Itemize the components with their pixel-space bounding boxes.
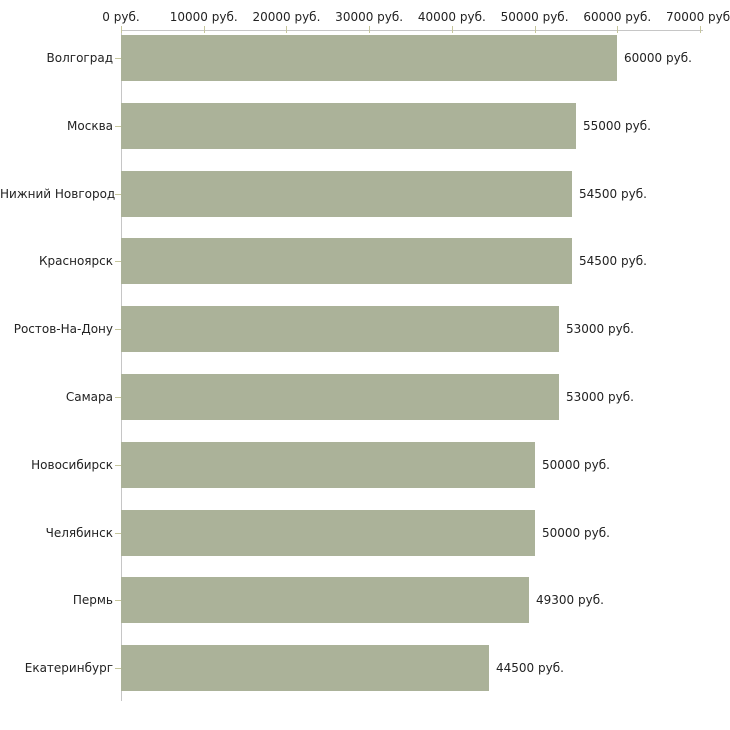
category-tick-mark [115, 465, 121, 466]
bar [121, 577, 529, 623]
bar [121, 103, 576, 149]
category-label: Пермь [72, 593, 113, 608]
bar [121, 510, 535, 556]
bar-value-label: 60000 руб. [624, 51, 692, 65]
bar [121, 306, 559, 352]
category-tick-mark [115, 329, 121, 330]
x-axis-tick-mark [535, 26, 536, 33]
bar [121, 238, 572, 284]
category-label: Красноярск [39, 254, 113, 269]
x-axis-tick-label: 60000 руб. [583, 10, 652, 24]
category-tick-mark [115, 126, 121, 127]
x-axis-tick-mark [121, 26, 122, 33]
category-label: Нижний Новгород [0, 186, 116, 201]
bar-value-label: 55000 руб. [583, 118, 651, 133]
category-tick-mark [115, 668, 121, 669]
x-axis-tick-label: 0 руб. [102, 10, 140, 24]
x-axis-tick-mark [617, 26, 618, 33]
y-axis-line [121, 30, 122, 701]
bar [121, 374, 559, 420]
bar-value-label: 44500 руб. [496, 661, 564, 676]
category-label: Москва [67, 118, 113, 133]
category-label: Самара [65, 390, 113, 404]
x-axis-tick-label: 10000 руб. [169, 10, 238, 24]
category-tick-mark [115, 600, 121, 601]
bar-value-label: 54500 руб. [579, 186, 647, 201]
x-axis-line [121, 30, 703, 31]
x-axis-tick-mark [204, 26, 205, 33]
x-axis-tick-label: 40000 руб. [417, 10, 486, 24]
x-axis-tick-label: 50000 руб. [500, 10, 569, 24]
x-axis-tick-mark [700, 26, 701, 33]
category-label: Ростов-На-Дону [13, 322, 113, 337]
bar-value-label: 50000 руб. [542, 457, 610, 472]
x-axis-tick-label: 20000 руб. [252, 10, 321, 24]
x-axis-tick-mark [369, 26, 370, 33]
category-label: Челябинск [45, 525, 113, 540]
bar-value-label: 53000 руб. [566, 322, 634, 337]
x-axis-tick-label: 30000 руб. [335, 10, 404, 24]
category-tick-mark [115, 194, 121, 195]
category-label: Новосибирск [31, 457, 113, 472]
bar-value-label: 53000 руб. [566, 390, 634, 404]
bar [121, 35, 617, 81]
category-tick-mark [115, 397, 121, 398]
category-label: Волгоград [46, 51, 113, 65]
x-axis-tick-label: 70000 руб. [666, 10, 730, 24]
bar-value-label: 49300 руб. [536, 593, 604, 608]
x-axis-tick-mark [452, 26, 453, 33]
category-tick-mark [115, 533, 121, 534]
bar [121, 442, 535, 488]
bar [121, 171, 572, 217]
bar-value-label: 54500 руб. [579, 254, 647, 269]
bar-value-label: 50000 руб. [542, 525, 610, 540]
category-tick-mark [115, 261, 121, 262]
bar [121, 645, 489, 691]
category-label: Екатеринбург [24, 661, 113, 676]
x-axis-tick-mark [286, 26, 287, 33]
category-tick-mark [115, 58, 121, 59]
